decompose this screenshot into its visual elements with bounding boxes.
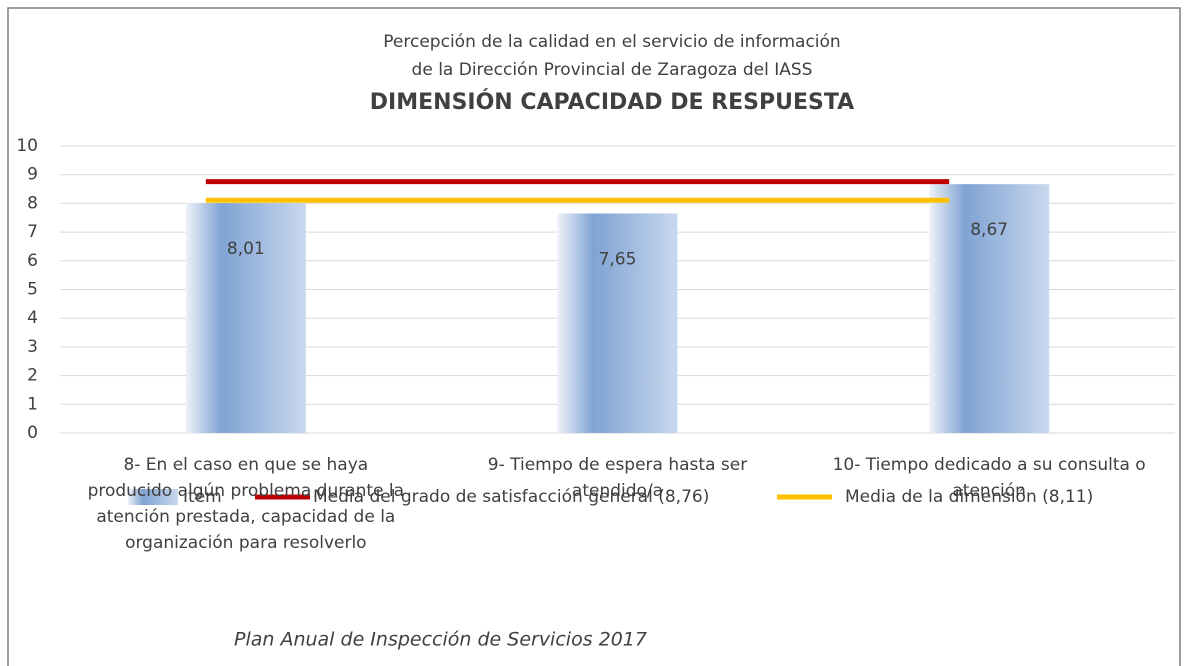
y-tick-label: 10 <box>16 136 38 156</box>
data-label: 7,65 <box>599 249 637 269</box>
x-tick-label: 10- Tiempo dedicado a su consulta o aten… <box>832 455 1146 501</box>
y-tick-label: 1 <box>27 394 38 414</box>
title-line: Percepción de la calidad en el servicio … <box>383 32 840 52</box>
legend-swatch <box>128 489 178 505</box>
y-tick-label: 0 <box>27 423 38 443</box>
y-tick-label: 5 <box>27 280 38 300</box>
legend-label: Item <box>183 487 222 507</box>
y-tick-label: 6 <box>27 251 38 271</box>
legend-label: Media de la dimensión (8,11) <box>845 487 1093 507</box>
bar <box>185 203 306 433</box>
y-tick-label: 9 <box>27 165 38 185</box>
bar <box>557 213 678 433</box>
y-tick-label: 8 <box>27 193 38 213</box>
footer: Plan Anual de Inspección de Servicios 20… <box>234 629 647 651</box>
y-tick-label: 7 <box>27 222 38 242</box>
y-tick-label: 4 <box>27 308 38 328</box>
data-label: 8,67 <box>970 220 1008 240</box>
chart-title: DIMENSIÓN CAPACIDAD DE RESPUESTA <box>370 89 854 115</box>
x-tick-label: 9- Tiempo de espera hasta ser atendido/a <box>487 455 748 501</box>
data-label: 8,01 <box>227 239 265 259</box>
legend-label: Media del grado de satisfacción general … <box>313 487 709 507</box>
x-tick-label: 8- En el caso en que se haya producido a… <box>87 455 405 553</box>
title-line: de la Dirección Provincial de Zaragoza d… <box>412 60 813 80</box>
y-tick-label: 3 <box>27 337 38 357</box>
y-tick-label: 2 <box>27 366 38 386</box>
bar <box>929 184 1050 433</box>
